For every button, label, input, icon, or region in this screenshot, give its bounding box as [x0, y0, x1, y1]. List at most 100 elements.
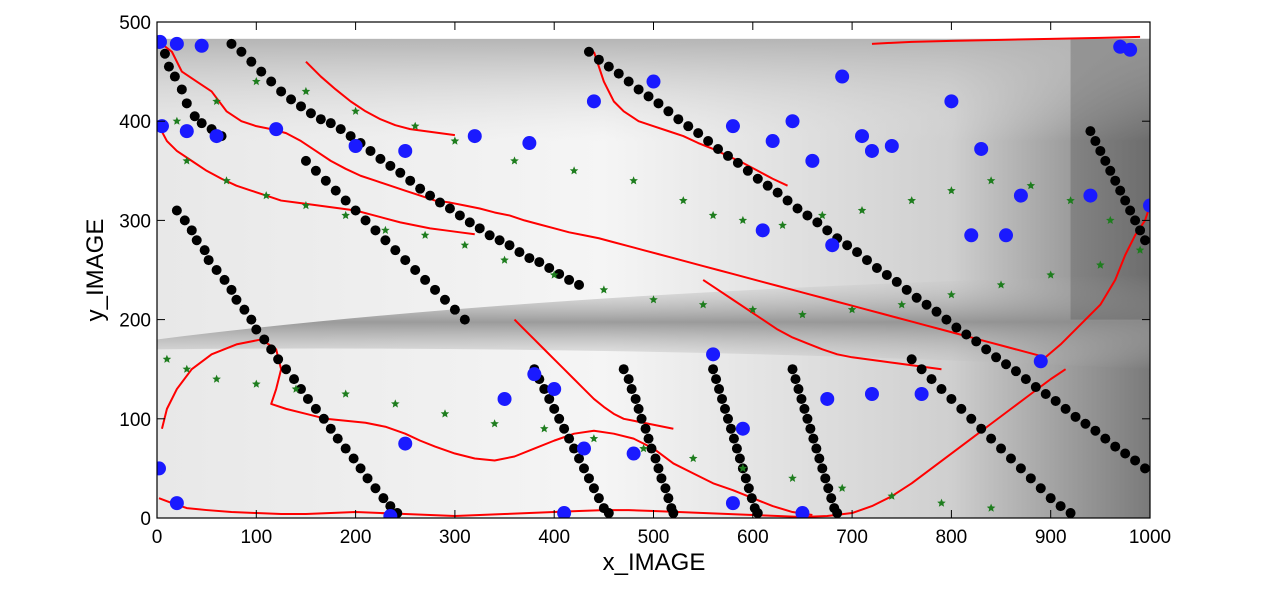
black-point: [1130, 215, 1141, 226]
black-point: [593, 493, 604, 504]
blue-point: [725, 496, 740, 511]
black-point: [365, 145, 376, 156]
blue-point: [398, 436, 413, 451]
black-point: [717, 393, 728, 404]
black-point: [663, 106, 674, 117]
black-point: [1030, 382, 1041, 393]
black-point: [390, 245, 401, 256]
black-point: [603, 61, 614, 72]
x-tick-label: 0: [152, 527, 163, 548]
green-marker: [212, 374, 221, 383]
black-point: [931, 306, 942, 317]
blue-point: [157, 34, 167, 49]
green-marker: [569, 166, 579, 175]
black-points: [157, 38, 1150, 518]
blue-point: [725, 119, 740, 134]
black-point: [725, 423, 736, 434]
black-point: [318, 413, 329, 424]
web-band: [157, 274, 1150, 370]
black-point: [916, 364, 927, 375]
black-point: [1140, 463, 1150, 474]
black-point: [746, 493, 757, 504]
black-point: [1090, 425, 1101, 436]
black-point: [653, 98, 664, 109]
black-point: [832, 508, 843, 518]
green-marker: [420, 230, 430, 239]
blue-point: [765, 134, 780, 149]
y-tick-label: 0: [140, 509, 151, 530]
green-marker: [490, 419, 499, 428]
black-point: [504, 240, 515, 251]
black-point: [1110, 441, 1121, 452]
black-point: [159, 48, 170, 59]
green-marker: [222, 176, 231, 185]
black-point: [289, 374, 300, 385]
black-point: [544, 263, 555, 274]
red-path: [871, 35, 1141, 45]
black-point: [633, 84, 644, 95]
black-point: [820, 473, 831, 484]
black-point: [713, 143, 724, 154]
green-marker: [291, 384, 301, 393]
black-point: [986, 433, 997, 444]
black-point: [1105, 165, 1116, 176]
black-point: [534, 257, 545, 268]
green-marker: [391, 399, 400, 408]
black-point: [787, 364, 798, 375]
black-point: [348, 453, 359, 464]
green-marker: [262, 191, 271, 200]
black-point: [991, 352, 1002, 363]
blue-point: [735, 421, 750, 436]
black-point: [1085, 126, 1096, 137]
green-marker: [897, 300, 906, 309]
black-point: [281, 364, 292, 375]
y-tick-label: 500: [119, 13, 151, 34]
black-point: [179, 215, 190, 226]
blue-point: [169, 36, 184, 51]
x-tick-label: 900: [1035, 527, 1067, 548]
black-point: [881, 269, 892, 280]
black-point: [256, 66, 267, 77]
black-point: [320, 175, 331, 186]
blue-point: [795, 506, 810, 518]
blue-point: [855, 129, 870, 144]
black-point: [708, 364, 719, 375]
black-point: [196, 118, 207, 129]
green-marker: [540, 424, 549, 433]
black-point: [861, 255, 872, 266]
black-point: [1100, 433, 1111, 444]
black-point: [583, 46, 594, 57]
black-point: [266, 76, 277, 87]
black-point: [871, 263, 882, 274]
black-point: [310, 403, 321, 414]
green-marker: [549, 270, 559, 279]
black-point: [370, 483, 381, 494]
black-point: [961, 329, 972, 340]
x-tick-label: 700: [836, 527, 868, 548]
black-point: [1130, 455, 1141, 466]
black-point: [643, 433, 654, 444]
green-marker: [301, 201, 311, 210]
black-point: [559, 423, 570, 434]
black-point: [703, 136, 714, 147]
blue-point: [1033, 354, 1048, 369]
black-point: [660, 483, 671, 494]
black-point: [286, 94, 297, 105]
blue-point: [194, 38, 209, 53]
black-point: [971, 336, 982, 347]
black-point: [976, 423, 987, 434]
y-axis: 0 100 200 300 400 500: [119, 13, 1150, 530]
black-point: [956, 403, 967, 414]
black-point: [246, 56, 257, 67]
black-point: [186, 225, 197, 236]
black-point: [792, 203, 803, 214]
black-point: [211, 265, 222, 275]
black-point: [410, 265, 421, 275]
black-point: [752, 508, 763, 518]
green-marker: [450, 136, 460, 145]
black-point: [1035, 483, 1046, 494]
blue-point: [944, 94, 959, 109]
blue-point: [820, 391, 835, 406]
black-point: [743, 483, 754, 494]
black-point: [926, 374, 937, 385]
